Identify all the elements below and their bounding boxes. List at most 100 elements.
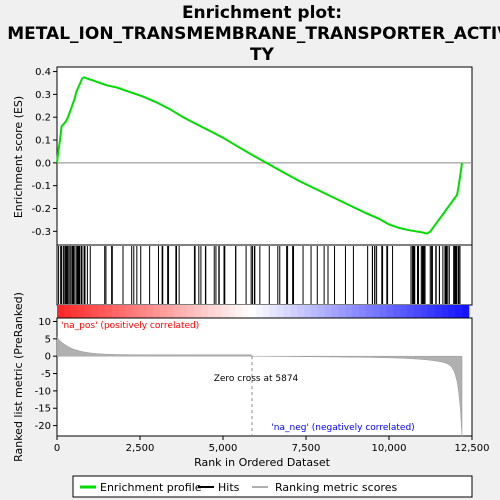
band-segment <box>111 305 120 318</box>
band-segment <box>297 305 305 318</box>
x-tick-label: 2,500 <box>126 443 155 454</box>
band-segment <box>180 305 188 318</box>
legend-box <box>72 475 473 498</box>
band-segment <box>386 305 394 318</box>
band-segment <box>455 305 463 318</box>
metric-y-tick-label: -20 <box>35 421 51 432</box>
legend-item-hits: Hits <box>218 481 240 494</box>
band-segment <box>208 305 216 318</box>
band-segment <box>331 305 339 318</box>
band-segment <box>283 305 291 318</box>
band-segment <box>91 305 99 318</box>
band-segment <box>448 305 456 318</box>
band-segment <box>235 305 243 318</box>
neg-label: 'na_neg' (negatively correlated) <box>271 423 414 433</box>
band-segment <box>228 305 236 318</box>
band-segment <box>105 305 113 318</box>
es-y-tick-label: -0.3 <box>31 227 51 238</box>
band-segment <box>269 305 278 318</box>
es-y-tick-label: 0.2 <box>35 113 51 124</box>
band-segment <box>359 305 367 318</box>
band-segment <box>324 305 332 318</box>
band-segment <box>379 305 387 318</box>
es-y-tick-label: -0.2 <box>31 204 51 215</box>
pos-label: 'na_pos' (positively correlated) <box>61 321 199 331</box>
band-segment <box>290 305 298 318</box>
band-segment <box>166 305 175 318</box>
x-tick-label: 10,000 <box>372 443 407 454</box>
band-segment <box>256 305 264 318</box>
band-segment <box>159 305 168 318</box>
metric-y-tick-label: -5 <box>41 369 51 380</box>
band-segment <box>139 305 147 318</box>
band-segment <box>132 305 140 318</box>
band-segment <box>427 305 435 318</box>
band-segment <box>98 305 106 318</box>
title-line-3: TY <box>250 45 275 65</box>
band-segment <box>242 305 250 318</box>
band-segment <box>77 305 85 318</box>
band-segment <box>352 305 360 318</box>
band-segment <box>317 305 326 318</box>
title-line-1: Enrichment plot: <box>182 3 342 23</box>
x-tick-label: 5,000 <box>209 443 238 454</box>
zero-cross-label: Zero cross at 5874 <box>214 374 299 384</box>
metric-area <box>56 336 463 437</box>
band-segment <box>201 305 209 318</box>
es-panel <box>56 66 473 246</box>
band-segment <box>146 305 154 318</box>
band-segment <box>365 305 374 318</box>
band-segment <box>462 305 470 318</box>
metric-y-tick-label: 5 <box>45 334 51 345</box>
es-y-tick-label: 0.4 <box>35 67 51 78</box>
band-segment <box>125 305 133 318</box>
band-segment <box>153 305 161 318</box>
metric-y-tick-label: -10 <box>35 386 51 397</box>
band-segment <box>304 305 312 318</box>
band-segment <box>118 305 127 318</box>
legend-item-es: Enrichment profile <box>100 481 202 494</box>
band-segment <box>311 305 319 318</box>
band-segment <box>221 305 230 318</box>
band-segment <box>63 305 72 318</box>
band-segment <box>187 305 195 318</box>
rank-color-band <box>57 305 470 318</box>
metric-y-tick-label: 10 <box>38 317 51 328</box>
band-segment <box>338 305 346 318</box>
x-label: Rank in Ordered Dataset <box>194 456 331 469</box>
band-segment <box>84 305 92 318</box>
band-segment <box>249 305 257 318</box>
es-y-tick-label: 0.0 <box>35 158 51 169</box>
es-y-tick-label: 0.1 <box>35 136 51 147</box>
x-tick-label: 0 <box>54 443 60 454</box>
metric-panel <box>56 317 473 437</box>
es-y-tick-label: -0.1 <box>31 181 51 192</box>
band-segment <box>70 305 78 318</box>
x-axis: 0 2,500 5,000 7,500 10,000 12,500 <box>54 436 490 454</box>
band-segment <box>214 305 223 318</box>
band-segment <box>441 305 449 318</box>
hit-marks <box>56 246 461 304</box>
metric-y-tick-label: 0 <box>45 352 51 363</box>
band-segment <box>262 305 271 318</box>
x-tick-label: 7,500 <box>292 443 321 454</box>
band-segment <box>57 305 65 318</box>
legend-item-metric: Ranking metric scores <box>275 481 397 494</box>
band-segment <box>345 305 353 318</box>
band-segment <box>434 305 442 318</box>
es-y-tick-label: 0.3 <box>35 90 51 101</box>
band-segment <box>173 305 181 318</box>
band-segment <box>407 305 415 318</box>
x-tick-label: 12,500 <box>455 443 490 454</box>
band-segment <box>276 305 284 318</box>
band-segment <box>393 305 401 318</box>
metric-y-label: Ranked list metric (PreRanked) <box>12 292 25 462</box>
band-segment <box>372 305 381 318</box>
band-segment <box>413 305 422 318</box>
es-series-line <box>56 76 463 235</box>
title-line-2: METAL_ION_TRANSMEMBRANE_TRANSPORTER_ACTI… <box>7 24 500 44</box>
metric-y-axis: 10 5 0 -5 -10 -15 -20 <box>35 317 57 432</box>
es-y-axis: 0.4 0.3 0.2 0.1 0.0 -0.1 -0.2 -0.3 <box>31 67 57 238</box>
metric-y-tick-label: -15 <box>35 404 51 415</box>
